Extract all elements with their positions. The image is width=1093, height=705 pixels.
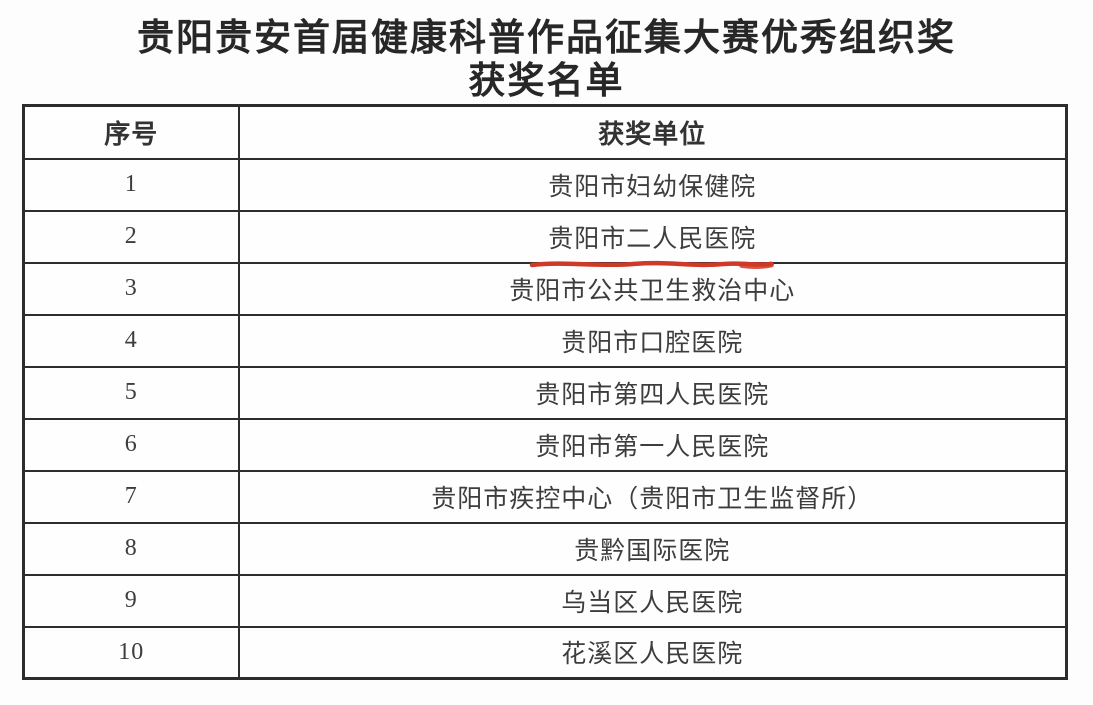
- table-row: 6 贵阳市第一人民医院: [22, 417, 1068, 472]
- table-header-row: 序号 获奖单位: [22, 104, 1068, 160]
- row-number: 5: [22, 365, 240, 420]
- row-number: 2: [22, 209, 240, 264]
- table-row: 9 乌当区人民医院: [22, 573, 1068, 628]
- table-row: 8 贵黔国际医院: [22, 521, 1068, 576]
- underlined-unit-wrapper: 贵阳市二人民医院: [529, 219, 775, 269]
- row-number: 8: [22, 521, 240, 576]
- row-unit: 贵阳市第四人民医院: [237, 365, 1068, 420]
- table-row: 3 贵阳市公共卫生救治中心: [22, 261, 1068, 316]
- column-header-number: 序号: [22, 104, 240, 160]
- row-unit: 贵黔国际医院: [237, 521, 1068, 576]
- document-title-line2: 获奖名单: [468, 60, 625, 101]
- row-number: 3: [22, 261, 240, 316]
- row-unit: 贵阳市疾控中心（贵阳市卫生监督所）: [237, 469, 1068, 524]
- row-unit: 乌当区人民医院: [237, 573, 1068, 628]
- table-row: 4 贵阳市口腔医院: [22, 313, 1068, 368]
- row-unit: 贵阳市第一人民医院: [237, 417, 1068, 472]
- row-unit-text: 贵阳市二人民医院: [548, 225, 757, 253]
- row-unit: 贵阳市口腔医院: [237, 313, 1068, 368]
- table-row: 10 花溪区人民医院: [22, 625, 1068, 680]
- table-row: 5 贵阳市第四人民医院: [22, 365, 1068, 420]
- row-unit: 贵阳市妇幼保健院: [237, 157, 1068, 212]
- document-title: 贵阳贵安首届健康科普作品征集大赛优秀组织奖 获奖名单: [0, 0, 1093, 102]
- table-row: 1 贵阳市妇幼保健院: [22, 157, 1068, 212]
- row-number: 6: [22, 417, 240, 472]
- row-number: 9: [22, 573, 240, 628]
- row-number: 4: [22, 313, 240, 368]
- row-number: 1: [22, 157, 240, 212]
- column-header-unit: 获奖单位: [237, 104, 1068, 160]
- row-number: 7: [22, 469, 240, 524]
- table-row: 7 贵阳市疾控中心（贵阳市卫生监督所）: [22, 469, 1068, 524]
- row-number: 10: [22, 625, 240, 680]
- document-title-line1: 贵阳贵安首届健康科普作品征集大赛优秀组织奖: [137, 17, 956, 58]
- table-row: 2 贵阳市二人民医院: [22, 209, 1068, 269]
- row-unit: 贵阳市二人民医院: [237, 209, 1068, 269]
- award-winners-table: 序号 获奖单位 1 贵阳市妇幼保健院 2 贵阳市二人民医院: [22, 104, 1068, 680]
- row-unit: 花溪区人民医院: [237, 625, 1068, 680]
- row-unit: 贵阳市公共卫生救治中心: [237, 261, 1068, 316]
